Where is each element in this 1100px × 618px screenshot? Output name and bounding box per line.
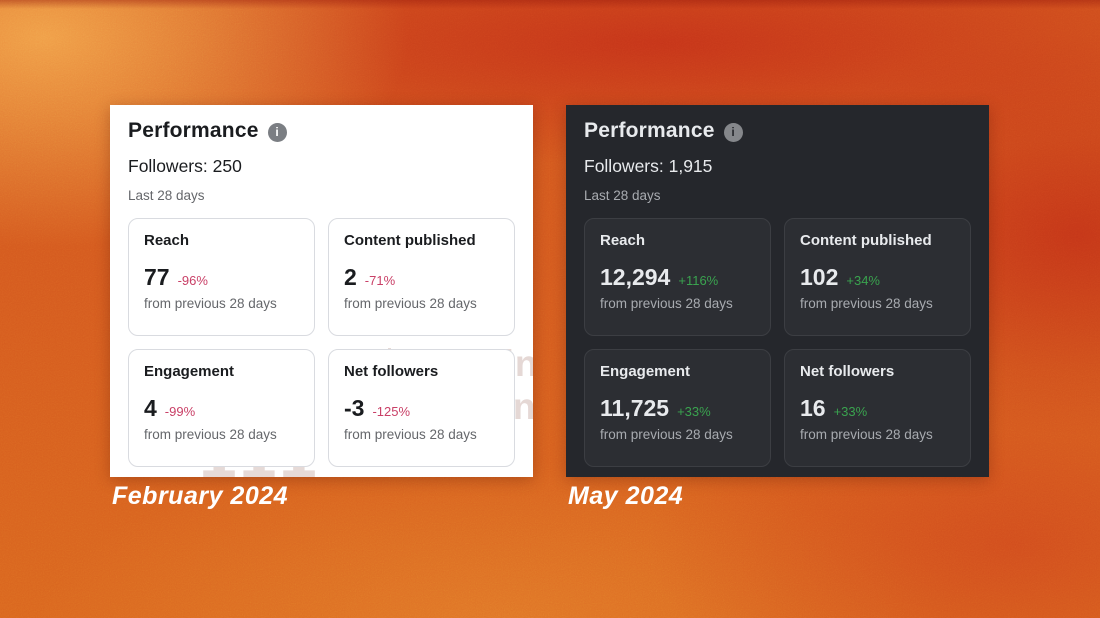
metric-comparison-label: from previous 28 days — [600, 427, 733, 442]
performance-card-may: Performance i Followers: 1,915 Last 28 d… — [566, 105, 989, 477]
metric-comparison-label: from previous 28 days — [344, 296, 477, 311]
metric-delta: +116% — [678, 273, 719, 288]
metric-grid: Reach 12,294 +116% from previous 28 days… — [584, 218, 971, 467]
metric-comparison-label: from previous 28 days — [600, 296, 733, 311]
metric-label: Reach — [600, 232, 646, 249]
metric-value: 16 — [800, 395, 826, 421]
metric-label: Content published — [344, 232, 476, 249]
card-header: Performance i — [128, 119, 515, 143]
info-icon[interactable]: i — [723, 122, 743, 142]
metric-delta: -99% — [164, 404, 196, 419]
followers-count: Followers: 1,915 — [584, 156, 713, 176]
metric-comparison-label: from previous 28 days — [144, 296, 277, 311]
info-icon[interactable]: i — [267, 122, 287, 142]
metric-tile-net-followers: Net followers -3 -125% from previous 28 … — [328, 349, 515, 467]
metric-value: 102 — [800, 264, 839, 290]
metric-delta: -71% — [364, 273, 396, 288]
caption-may: May 2024 — [568, 482, 684, 510]
metric-value: 11,725 — [600, 395, 670, 421]
card-header: Performance i — [584, 119, 971, 143]
metric-tile-engagement: Engagement 4 -99% from previous 28 days — [128, 349, 315, 467]
metric-comparison-label: from previous 28 days — [800, 296, 933, 311]
metric-label: Engagement — [600, 363, 691, 380]
metric-label: Reach — [144, 232, 190, 249]
metric-delta: +33% — [677, 404, 711, 419]
metric-delta: -125% — [372, 404, 411, 419]
metric-label: Net followers — [800, 363, 895, 380]
metric-label: Net followers — [344, 363, 439, 380]
metric-value: 12,294 — [600, 264, 671, 290]
page-title: Performance — [584, 119, 715, 142]
metric-tile-content-published: Content published 2 -71% from previous 2… — [328, 218, 515, 336]
metric-comparison-label: from previous 28 days — [344, 427, 477, 442]
metric-label: Content published — [800, 232, 932, 249]
metric-value: 77 — [144, 264, 170, 290]
metric-grid: Reach 77 -96% from previous 28 days Cont… — [128, 218, 515, 467]
metric-value: -3 — [344, 395, 365, 421]
metric-delta: +33% — [833, 404, 868, 419]
followers-count: Followers: 250 — [128, 156, 242, 176]
metric-delta: -96% — [177, 273, 208, 288]
metric-delta: +34% — [846, 273, 880, 288]
metric-tile-net-followers: Net followers 16 +33% from previous 28 d… — [784, 349, 971, 467]
period-label: Last 28 days — [584, 188, 661, 203]
metric-tile-engagement: Engagement 11,725 +33% from previous 28 … — [584, 349, 771, 467]
metric-value: 4 — [144, 395, 157, 421]
period-label: Last 28 days — [128, 188, 205, 203]
caption-february: February 2024 — [112, 482, 289, 510]
metric-tile-content-published: Content published 102 +34% from previous… — [784, 218, 971, 336]
metric-comparison-label: from previous 28 days — [144, 427, 277, 442]
metric-tile-reach: Reach 12,294 +116% from previous 28 days — [584, 218, 771, 336]
metric-tile-reach: Reach 77 -96% from previous 28 days — [128, 218, 315, 336]
page-title: Performance — [128, 119, 259, 142]
metric-value: 2 — [344, 264, 357, 290]
performance-card-february: m Curating Creating Performance i Follow… — [110, 105, 533, 477]
metric-label: Engagement — [144, 363, 235, 380]
metric-comparison-label: from previous 28 days — [800, 427, 933, 442]
